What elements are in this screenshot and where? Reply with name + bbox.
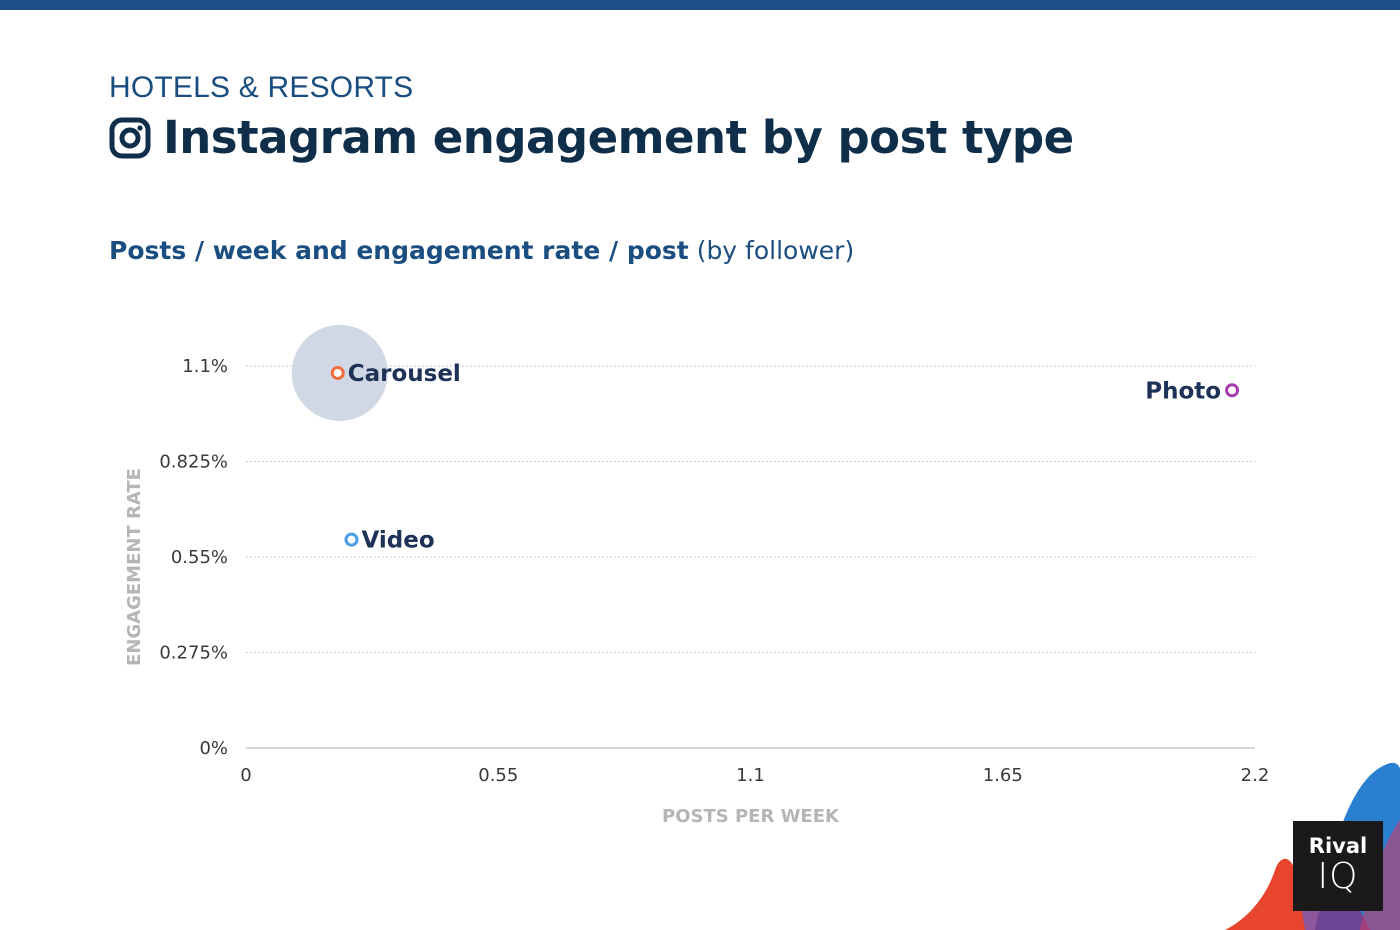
data-label-photo: Photo	[1145, 378, 1221, 404]
logo-text-rival: Rival	[1308, 834, 1368, 858]
chart-title: Instagram engagement by post type	[163, 111, 1074, 164]
y-tick-label: 0.55%	[171, 547, 228, 568]
x-tick-label: 1.1	[736, 765, 765, 786]
x-tick-label: 1.65	[983, 765, 1023, 786]
instagram-icon	[109, 117, 151, 159]
x-tick-label: 2.2	[1241, 765, 1270, 786]
data-point-video	[344, 532, 359, 547]
data-label-carousel: Carousel	[348, 361, 461, 387]
logo-text-iq: IQ	[1317, 856, 1359, 897]
data-point-photo	[1225, 383, 1240, 398]
y-tick-label: 0%	[199, 738, 228, 759]
top-accent-bar	[0, 0, 1400, 10]
y-tick-label: 0.275%	[159, 643, 228, 664]
x-axis-title: POSTS PER WEEK	[662, 806, 840, 827]
data-point-carousel	[330, 365, 345, 380]
y-tick-label: 0.825%	[159, 452, 228, 473]
industry-kicker: HOTELS & RESORTS	[109, 71, 414, 104]
data-label-video: Video	[361, 528, 434, 554]
x-tick-label: 0	[240, 765, 251, 786]
rival-iq-logo: Rival IQ	[1293, 821, 1383, 911]
title-row: Instagram engagement by post type	[109, 112, 1074, 164]
chart-subtitle: Posts / week and engagement rate / post …	[109, 236, 854, 265]
x-tick-label: 0.55	[478, 765, 518, 786]
y-axis-title: ENGAGEMENT RATE	[124, 468, 145, 666]
header: HOTELS & RESORTS Instagram engagement by…	[109, 70, 1074, 164]
subtitle-main: Posts / week and engagement rate / post	[109, 236, 689, 265]
y-tick-label: 1.1%	[182, 356, 228, 377]
subtitle-qualifier: (by follower)	[696, 236, 855, 265]
